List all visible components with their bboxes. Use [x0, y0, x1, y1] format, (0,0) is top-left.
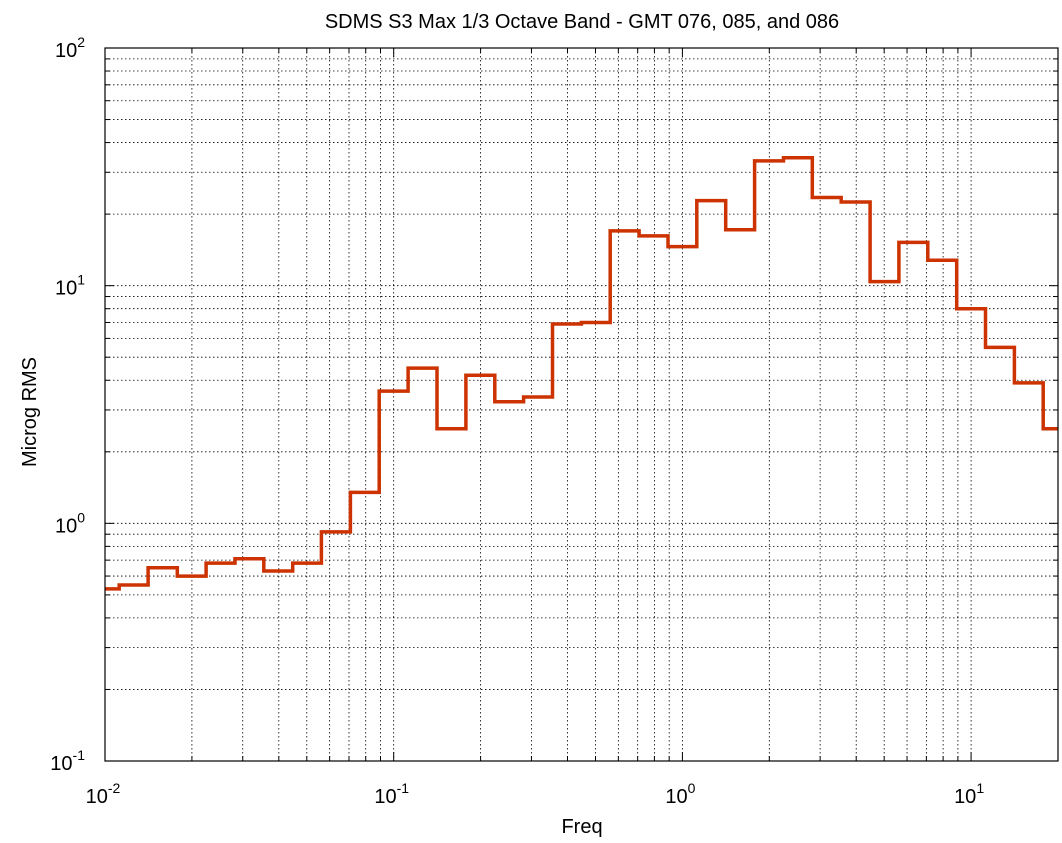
- x-tick-label: 101: [954, 780, 984, 808]
- plot-frame: [104, 47, 1059, 762]
- x-tick-label: 100: [665, 780, 695, 808]
- y-tick-label: 100: [55, 509, 85, 537]
- x-tick-label: 10-2: [86, 780, 121, 808]
- series-line: [105, 156, 1058, 591]
- grid: [105, 48, 1058, 761]
- y-tick-label: 10-1: [50, 747, 85, 775]
- y-tick-label: 101: [55, 272, 85, 300]
- x-tick-label: 10-1: [374, 780, 409, 808]
- chart-title: SDMS S3 Max 1/3 Octave Band - GMT 076, 0…: [325, 11, 839, 33]
- x-axis-label: Freq: [561, 816, 602, 838]
- y-axis-label: Microg RMS: [19, 357, 41, 467]
- y-tick-label: 102: [55, 34, 85, 62]
- axis-ticks: [104, 47, 1059, 762]
